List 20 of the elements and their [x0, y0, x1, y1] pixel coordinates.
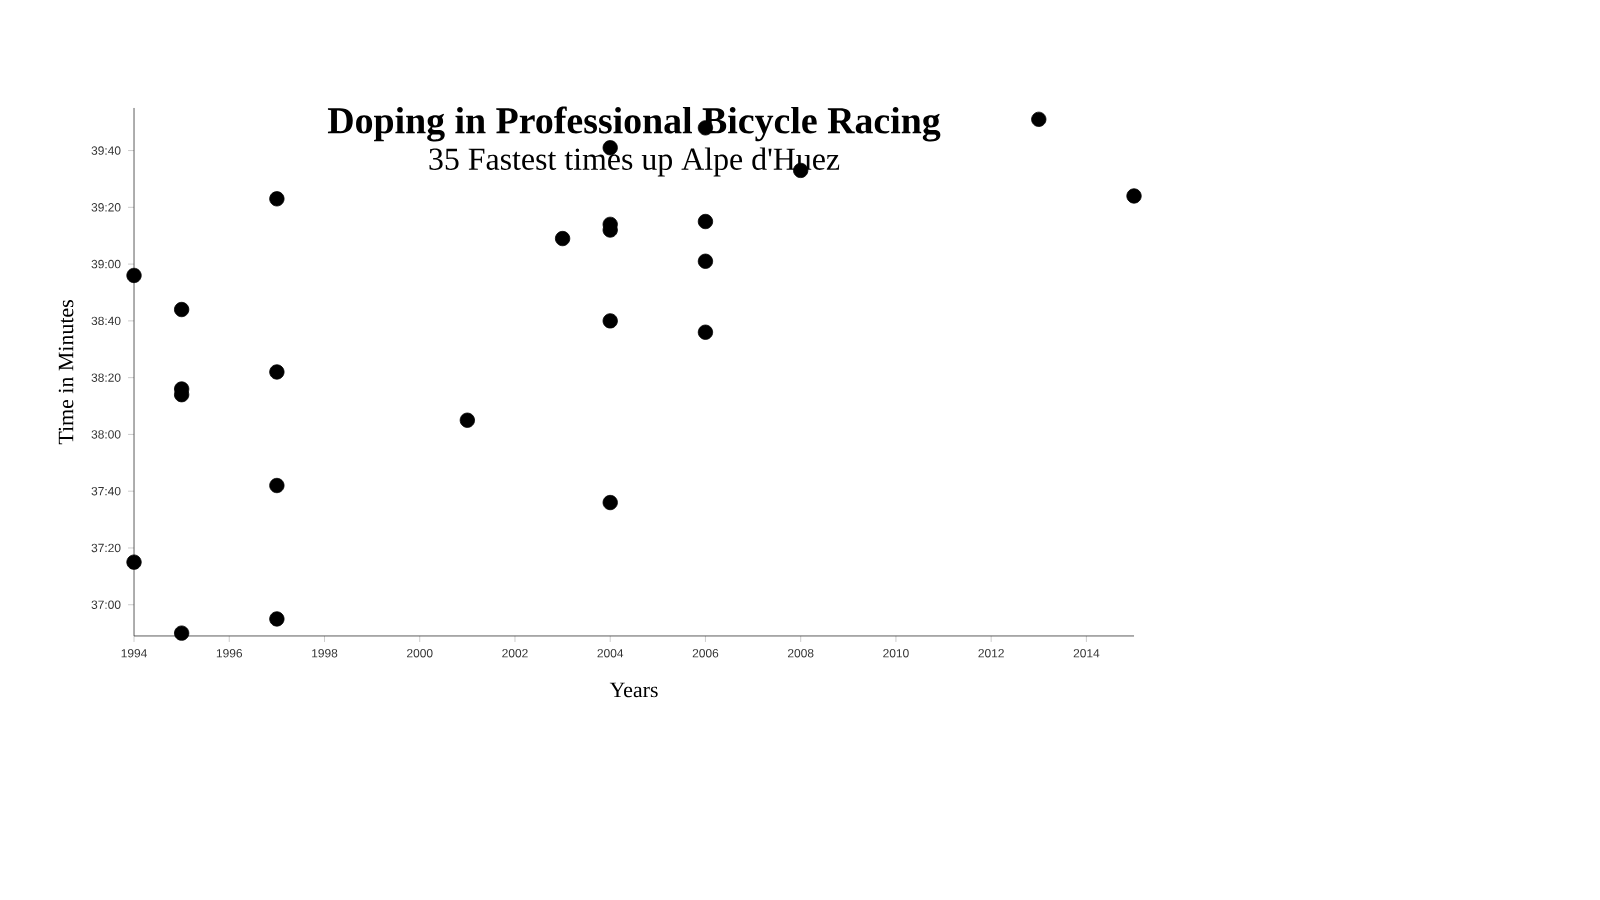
point [697, 253, 714, 269]
point [602, 313, 618, 329]
point [459, 412, 475, 428]
point [1031, 111, 1047, 127]
point [174, 625, 190, 641]
point [126, 267, 142, 284]
point [269, 477, 285, 494]
point [269, 364, 285, 380]
text: 35 Fastest times up Alpe d'Huez [429, 147, 840, 177]
point [697, 324, 714, 340]
point [1126, 188, 1142, 204]
point [602, 494, 618, 511]
point [269, 191, 285, 207]
point [554, 230, 571, 247]
point [697, 213, 714, 230]
point [269, 611, 285, 627]
x-axis-title: Years [609, 682, 658, 698]
y-axis-title: Time in Minutes [58, 300, 74, 445]
point [126, 554, 142, 570]
point [174, 301, 190, 318]
